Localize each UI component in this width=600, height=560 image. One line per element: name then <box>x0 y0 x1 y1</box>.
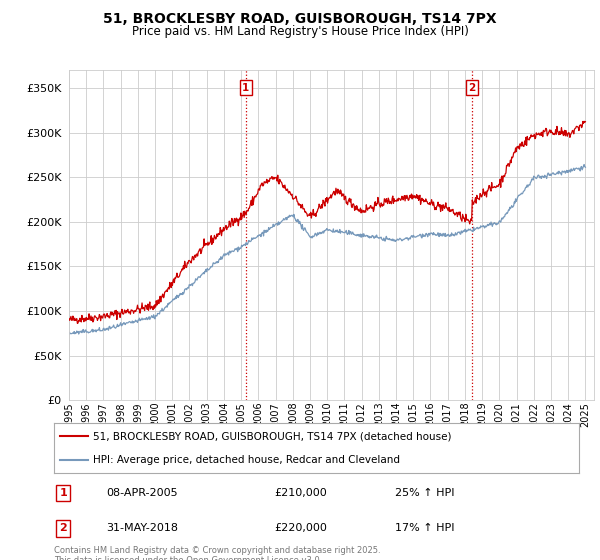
Text: HPI: Average price, detached house, Redcar and Cleveland: HPI: Average price, detached house, Redc… <box>94 455 400 465</box>
Text: 2: 2 <box>469 83 476 93</box>
Text: 25% ↑ HPI: 25% ↑ HPI <box>395 488 455 498</box>
Text: 1: 1 <box>59 488 67 498</box>
Text: Contains HM Land Registry data © Crown copyright and database right 2025.
This d: Contains HM Land Registry data © Crown c… <box>54 546 380 560</box>
Text: 2: 2 <box>59 524 67 534</box>
Text: 17% ↑ HPI: 17% ↑ HPI <box>395 524 455 534</box>
Text: £220,000: £220,000 <box>275 524 328 534</box>
Text: Price paid vs. HM Land Registry's House Price Index (HPI): Price paid vs. HM Land Registry's House … <box>131 25 469 38</box>
Text: 51, BROCKLESBY ROAD, GUISBOROUGH, TS14 7PX (detached house): 51, BROCKLESBY ROAD, GUISBOROUGH, TS14 7… <box>94 431 452 441</box>
Text: £210,000: £210,000 <box>275 488 327 498</box>
Text: 1: 1 <box>242 83 250 93</box>
Text: 31-MAY-2018: 31-MAY-2018 <box>107 524 179 534</box>
Text: 08-APR-2005: 08-APR-2005 <box>107 488 178 498</box>
Text: 51, BROCKLESBY ROAD, GUISBOROUGH, TS14 7PX: 51, BROCKLESBY ROAD, GUISBOROUGH, TS14 7… <box>103 12 497 26</box>
